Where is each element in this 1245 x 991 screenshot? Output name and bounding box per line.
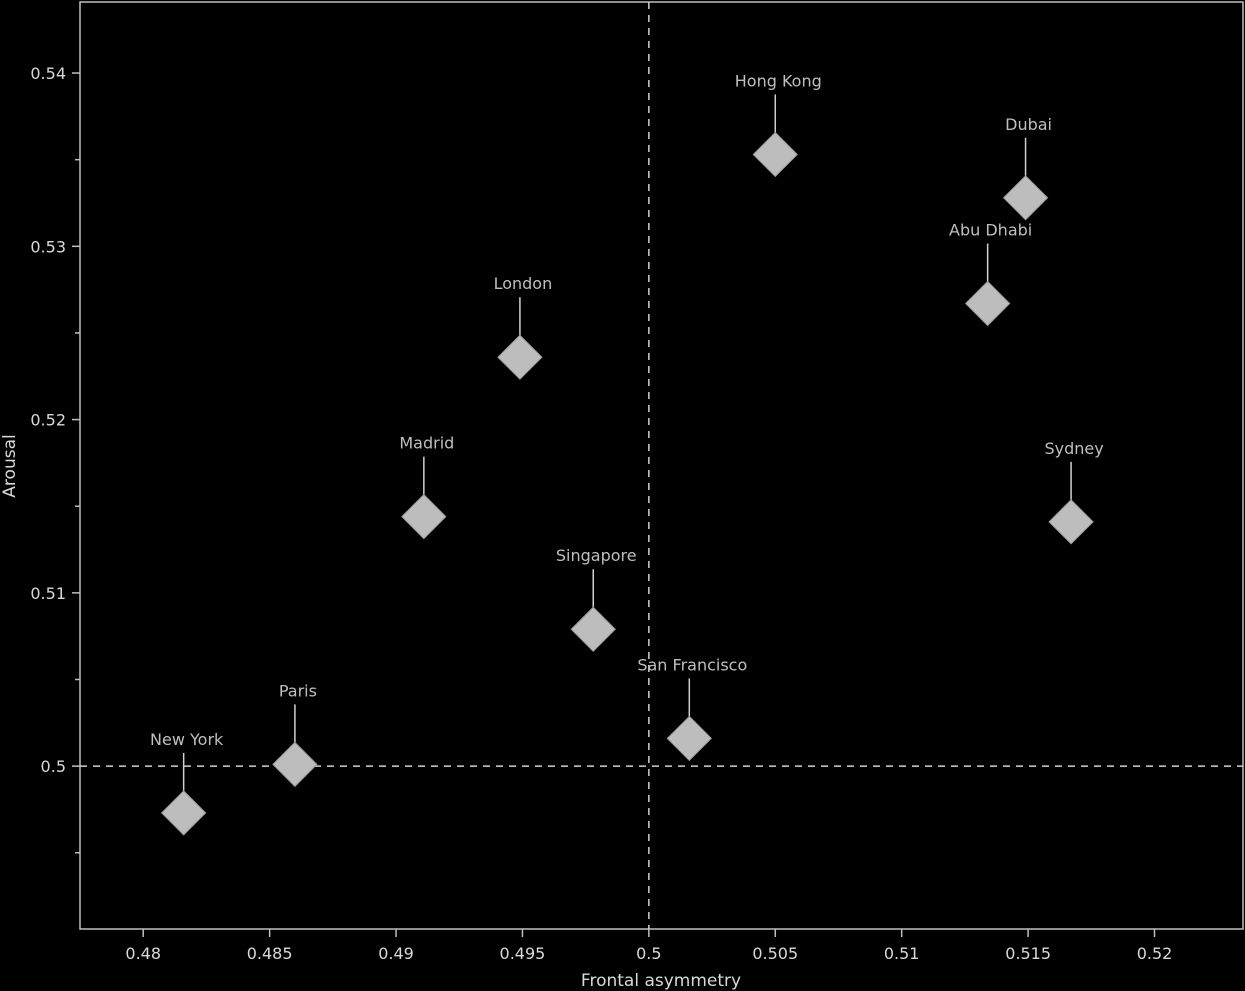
point-label: Singapore [556, 546, 637, 565]
data-point: Abu Dhabi [949, 220, 1032, 327]
y-axis-title: Arousal [0, 434, 20, 497]
diamond-marker [401, 493, 447, 540]
plot-frame [79, 1, 1244, 930]
point-label: London [494, 274, 553, 293]
diamond-marker [1002, 175, 1049, 221]
x-tick-label: 0.5 [636, 944, 661, 963]
y-tick-label: 0.5 [41, 757, 66, 776]
y-tick-label: 0.51 [30, 584, 66, 603]
data-point: Paris [272, 681, 318, 788]
y-axis: 0.5 0.51 0.52 0.53 0.54 [30, 64, 80, 854]
x-tick-label: 0.48 [125, 944, 161, 963]
data-point: Singapore [556, 546, 637, 652]
data-points: New York Paris Madrid London Singapore San Fr… [150, 71, 1104, 836]
data-point: Sydney [1044, 439, 1104, 545]
point-label: Dubai [1005, 115, 1052, 134]
data-point: Hong Kong [735, 71, 822, 178]
diamond-marker [160, 790, 207, 836]
x-axis: 0.48 0.485 0.49 0.495 0.5 0.505 0.51 0.515 0.52 [125, 929, 1172, 963]
data-point: London [494, 274, 553, 380]
diamond-marker [1048, 499, 1094, 545]
data-point: Madrid [399, 434, 454, 540]
diamond-marker [497, 334, 543, 380]
diamond-marker [570, 606, 616, 652]
point-label: Hong Kong [735, 71, 822, 90]
x-tick-label: 0.52 [1137, 944, 1173, 963]
diamond-marker [272, 741, 318, 788]
point-label: San Francisco [637, 655, 747, 674]
data-point: San Francisco [637, 655, 747, 762]
diamond-marker [964, 280, 1011, 327]
data-point: New York [150, 730, 224, 836]
reference-lines [80, 2, 1243, 929]
x-tick-label: 0.49 [378, 944, 414, 963]
x-tick-label: 0.485 [247, 944, 293, 963]
x-tick-label: 0.515 [1005, 944, 1051, 963]
point-label: Paris [279, 681, 317, 700]
x-tick-label: 0.505 [752, 944, 798, 963]
x-tick-label: 0.51 [884, 944, 920, 963]
diamond-marker [666, 715, 713, 762]
point-label: Sydney [1044, 439, 1103, 458]
point-label: Madrid [399, 434, 454, 453]
y-tick-label: 0.53 [30, 237, 66, 256]
y-tick-label: 0.52 [30, 411, 66, 430]
x-tick-label: 0.495 [500, 944, 546, 963]
point-label: New York [150, 730, 224, 749]
x-axis-title: Frontal asymmetry [581, 971, 741, 991]
diamond-marker [752, 131, 798, 178]
point-label: Abu Dhabi [949, 220, 1032, 239]
data-point: Dubai [1002, 115, 1052, 221]
y-tick-label: 0.54 [30, 64, 66, 83]
